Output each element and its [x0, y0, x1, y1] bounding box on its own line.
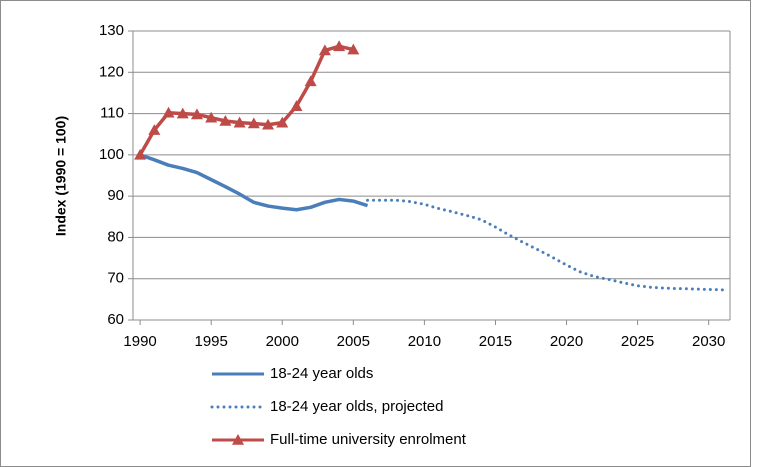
x-tick-label: 2030 — [692, 333, 725, 350]
x-tick-label: 2000 — [266, 333, 299, 350]
marker — [176, 107, 189, 119]
legend-label: 18-24 year olds, projected — [270, 398, 443, 415]
x-tick-label: 1995 — [194, 333, 227, 350]
x-tick-label: 2015 — [479, 333, 512, 350]
series-line — [139, 153, 369, 212]
marker — [290, 100, 303, 111]
y-axis-label: Index (1990 = 100) — [53, 116, 69, 236]
legend-marker — [232, 434, 244, 445]
marker — [233, 116, 246, 128]
marker — [162, 106, 175, 118]
y-tick-label: 100 — [99, 146, 124, 163]
y-tick-label: 70 — [107, 270, 124, 287]
marker — [276, 116, 289, 128]
x-tick-label: 2010 — [408, 333, 441, 350]
marker — [148, 124, 161, 135]
legend-label: Full-time university enrolment — [270, 431, 467, 448]
y-tick-label: 90 — [107, 187, 124, 204]
marker — [134, 148, 147, 160]
y-tick-label: 130 — [99, 22, 124, 39]
marker — [318, 44, 331, 56]
marker — [190, 108, 203, 120]
y-tick-label: 80 — [107, 228, 124, 245]
legend-label: 18-24 year olds — [270, 365, 373, 382]
marker — [304, 75, 317, 87]
x-tick-label: 2005 — [337, 333, 370, 350]
series-line — [138, 44, 354, 156]
marker — [347, 43, 360, 55]
x-tick-label: 2020 — [550, 333, 583, 350]
x-tick-label: 1990 — [123, 333, 156, 350]
marker — [247, 117, 260, 129]
x-tick-label: 2025 — [621, 333, 654, 350]
series-line — [366, 198, 725, 292]
marker — [262, 118, 275, 130]
marker — [205, 111, 218, 123]
y-tick-label: 110 — [100, 105, 124, 122]
marker — [219, 115, 232, 126]
marker — [333, 40, 346, 52]
y-tick-label: 120 — [99, 63, 124, 80]
y-tick-label: 60 — [107, 311, 124, 328]
